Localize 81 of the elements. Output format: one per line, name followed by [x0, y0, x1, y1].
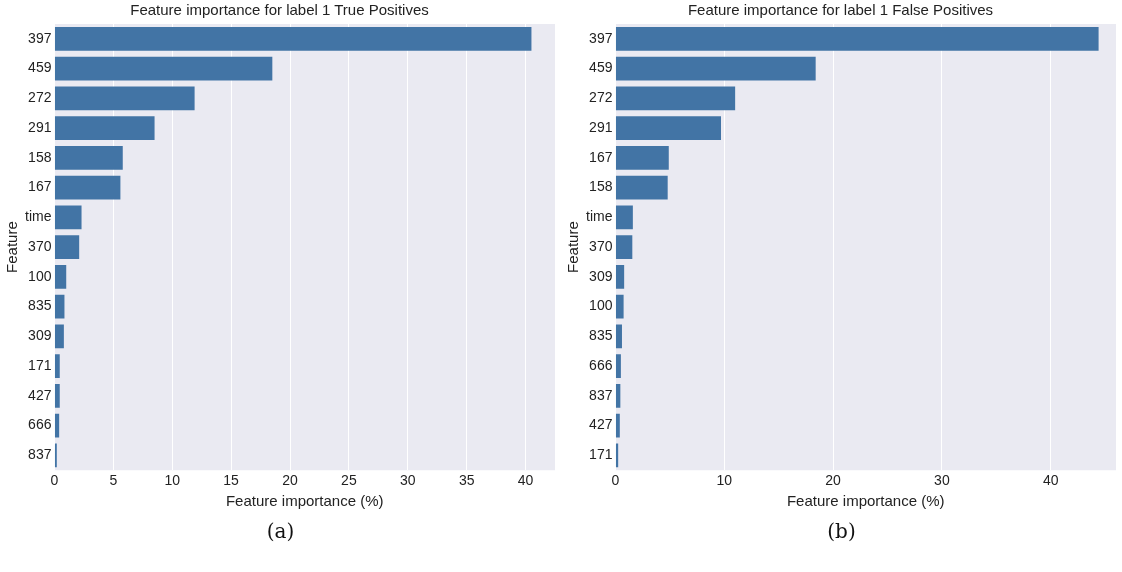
bar — [615, 86, 736, 111]
x-tick-label: 40 — [1042, 472, 1059, 489]
bar — [54, 116, 155, 141]
bar — [54, 235, 80, 259]
bar — [615, 294, 624, 319]
y-tick-label: 272 — [28, 89, 52, 106]
y-tick-label: 309 — [589, 267, 613, 284]
y-tick-label: 171 — [28, 356, 52, 373]
y-tick-label: 835 — [28, 297, 52, 314]
y-tick-label: 427 — [28, 386, 52, 403]
bar — [615, 175, 668, 200]
bar — [615, 264, 625, 289]
x-tick-label: 10 — [164, 472, 181, 489]
y-tick-label: 837 — [28, 446, 52, 463]
x-tick-label: 20 — [825, 472, 842, 489]
y-tick-label: 397 — [28, 29, 52, 46]
y-tick-label: 370 — [28, 237, 52, 254]
y-tick-label: 291 — [589, 118, 613, 135]
y-tick-label: 397 — [589, 29, 613, 46]
x-tick-label: 5 — [109, 472, 118, 489]
y-tick-label: 427 — [589, 416, 613, 433]
bar — [615, 26, 1099, 51]
x-tick-label: 25 — [341, 472, 357, 489]
y-tick-label: 835 — [589, 327, 613, 344]
bar — [54, 354, 60, 378]
y-tick-label: 167 — [28, 178, 52, 195]
bar — [54, 86, 195, 111]
bar — [54, 324, 64, 349]
x-tick-label: 10 — [716, 472, 733, 489]
bar — [54, 56, 273, 81]
y-tick-label: 158 — [28, 148, 52, 165]
bar — [615, 56, 816, 81]
bar — [54, 413, 60, 438]
bar — [54, 383, 60, 408]
y-tick-label: time — [25, 208, 52, 225]
y-tick-label: 666 — [589, 356, 613, 373]
bar — [615, 324, 622, 349]
x-tick-label: 0 — [50, 472, 59, 489]
y-tick-label: 158 — [589, 178, 613, 195]
x-tick-label: 35 — [458, 472, 475, 489]
x-tick-label: 30 — [399, 472, 416, 489]
y-axis-title: Feature — [564, 221, 582, 273]
bar — [615, 443, 619, 468]
x-tick-label: 20 — [282, 472, 298, 489]
bar — [54, 294, 65, 319]
bar — [615, 354, 621, 378]
y-tick-label: time — [586, 208, 613, 225]
chart-title: Feature importance for label 1 False Positives — [687, 1, 994, 19]
x-tick-label: 15 — [223, 472, 240, 489]
bar — [54, 175, 121, 200]
bar — [615, 205, 633, 230]
x-axis-title: Feature importance (%) — [786, 492, 945, 510]
bar — [54, 264, 67, 289]
bar — [54, 26, 532, 51]
y-tick-label: 272 — [589, 89, 613, 106]
y-tick-label: 459 — [28, 59, 52, 76]
y-axis-title: Feature — [3, 221, 21, 273]
y-tick-label: 100 — [28, 267, 52, 284]
x-tick-label: 0 — [611, 472, 620, 489]
y-tick-label: 309 — [28, 327, 52, 344]
x-tick-label: 30 — [934, 472, 950, 489]
bar — [615, 383, 621, 408]
bar — [54, 205, 82, 230]
y-tick-label: 171 — [589, 446, 613, 463]
y-tick-label: 100 — [589, 297, 613, 314]
y-tick-label: 167 — [589, 148, 613, 165]
y-tick-label: 459 — [589, 59, 613, 76]
bar — [615, 116, 721, 141]
y-tick-label: 291 — [28, 118, 52, 135]
x-axis-title: Feature importance (%) — [225, 492, 384, 510]
bar — [615, 413, 620, 438]
y-tick-label: 370 — [589, 237, 613, 254]
y-tick-label: 666 — [28, 416, 52, 433]
text: (a) — [266, 519, 295, 543]
bar — [615, 235, 633, 259]
y-tick-label: 837 — [589, 386, 613, 403]
text: (b) — [827, 519, 856, 543]
bar — [54, 145, 123, 170]
chart-title: Feature importance for label 1 True Positives — [130, 1, 429, 19]
x-tick-label: 40 — [517, 472, 534, 489]
bar — [615, 145, 669, 170]
